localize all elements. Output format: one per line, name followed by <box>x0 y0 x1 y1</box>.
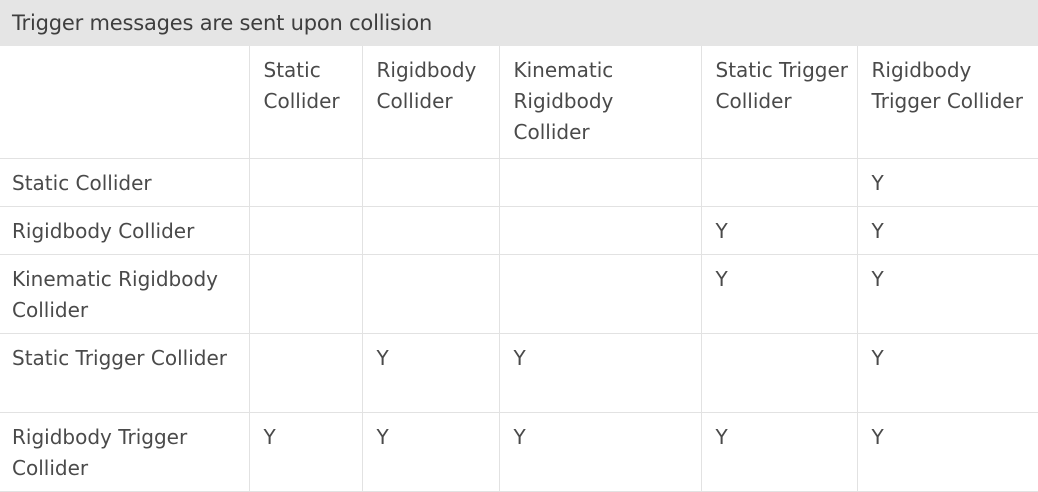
row-header: Rigidbody Trigger Collider <box>0 412 249 492</box>
table-cell: Y <box>498 333 701 413</box>
column-header-corner <box>0 46 249 159</box>
table-cell: Y <box>856 412 1038 492</box>
table-cell <box>361 158 499 207</box>
table-cell: Y <box>700 206 857 255</box>
table-cell <box>361 254 499 334</box>
column-header: Rigidbody Collider <box>361 46 499 159</box>
table-title: Trigger messages are sent upon collision <box>12 11 433 35</box>
table-cell: Y <box>248 412 362 492</box>
table-cell <box>498 206 701 255</box>
row-header: Rigidbody Collider <box>0 206 249 255</box>
row-header: Static Trigger Collider <box>0 333 249 413</box>
table-row: Rigidbody Collider Y Y <box>0 206 1038 255</box>
table-cell: Y <box>498 412 701 492</box>
table-row: Kinematic Rigidbody Collider Y Y <box>0 254 1038 334</box>
table-cell: Y <box>856 254 1038 334</box>
table-cell: Y <box>361 412 499 492</box>
table-cell: Y <box>700 254 857 334</box>
table-cell <box>248 254 362 334</box>
table-cell <box>248 158 362 207</box>
column-header: Kinematic Rigidbody Collider <box>498 46 701 159</box>
table-cell <box>248 206 362 255</box>
table-cell <box>361 206 499 255</box>
table-cell <box>700 333 857 413</box>
table-row: Static Trigger Collider Y Y Y <box>0 333 1038 413</box>
table-cell: Y <box>856 333 1038 413</box>
column-header: Static Trigger Collider <box>700 46 857 159</box>
table-cell: Y <box>856 158 1038 207</box>
table-cell: Y <box>361 333 499 413</box>
trigger-matrix-table: Static Collider Rigidbody Collider Kinem… <box>0 46 1038 492</box>
row-header: Kinematic Rigidbody Collider <box>0 254 249 334</box>
table-cell: Y <box>856 206 1038 255</box>
header-row: Static Collider Rigidbody Collider Kinem… <box>0 46 1038 159</box>
table-cell <box>700 158 857 207</box>
table-row: Static Collider Y <box>0 158 1038 207</box>
table-cell <box>498 158 701 207</box>
table-cell <box>498 254 701 334</box>
row-header: Static Collider <box>0 158 249 207</box>
table-cell: Y <box>700 412 857 492</box>
column-header: Static Collider <box>248 46 362 159</box>
table-row: Rigidbody Trigger Collider Y Y Y Y Y <box>0 412 1038 492</box>
column-header: Rigidbody Trigger Collider <box>856 46 1038 159</box>
table-title-bar: Trigger messages are sent upon collision <box>0 0 1038 46</box>
table-cell <box>248 333 362 413</box>
